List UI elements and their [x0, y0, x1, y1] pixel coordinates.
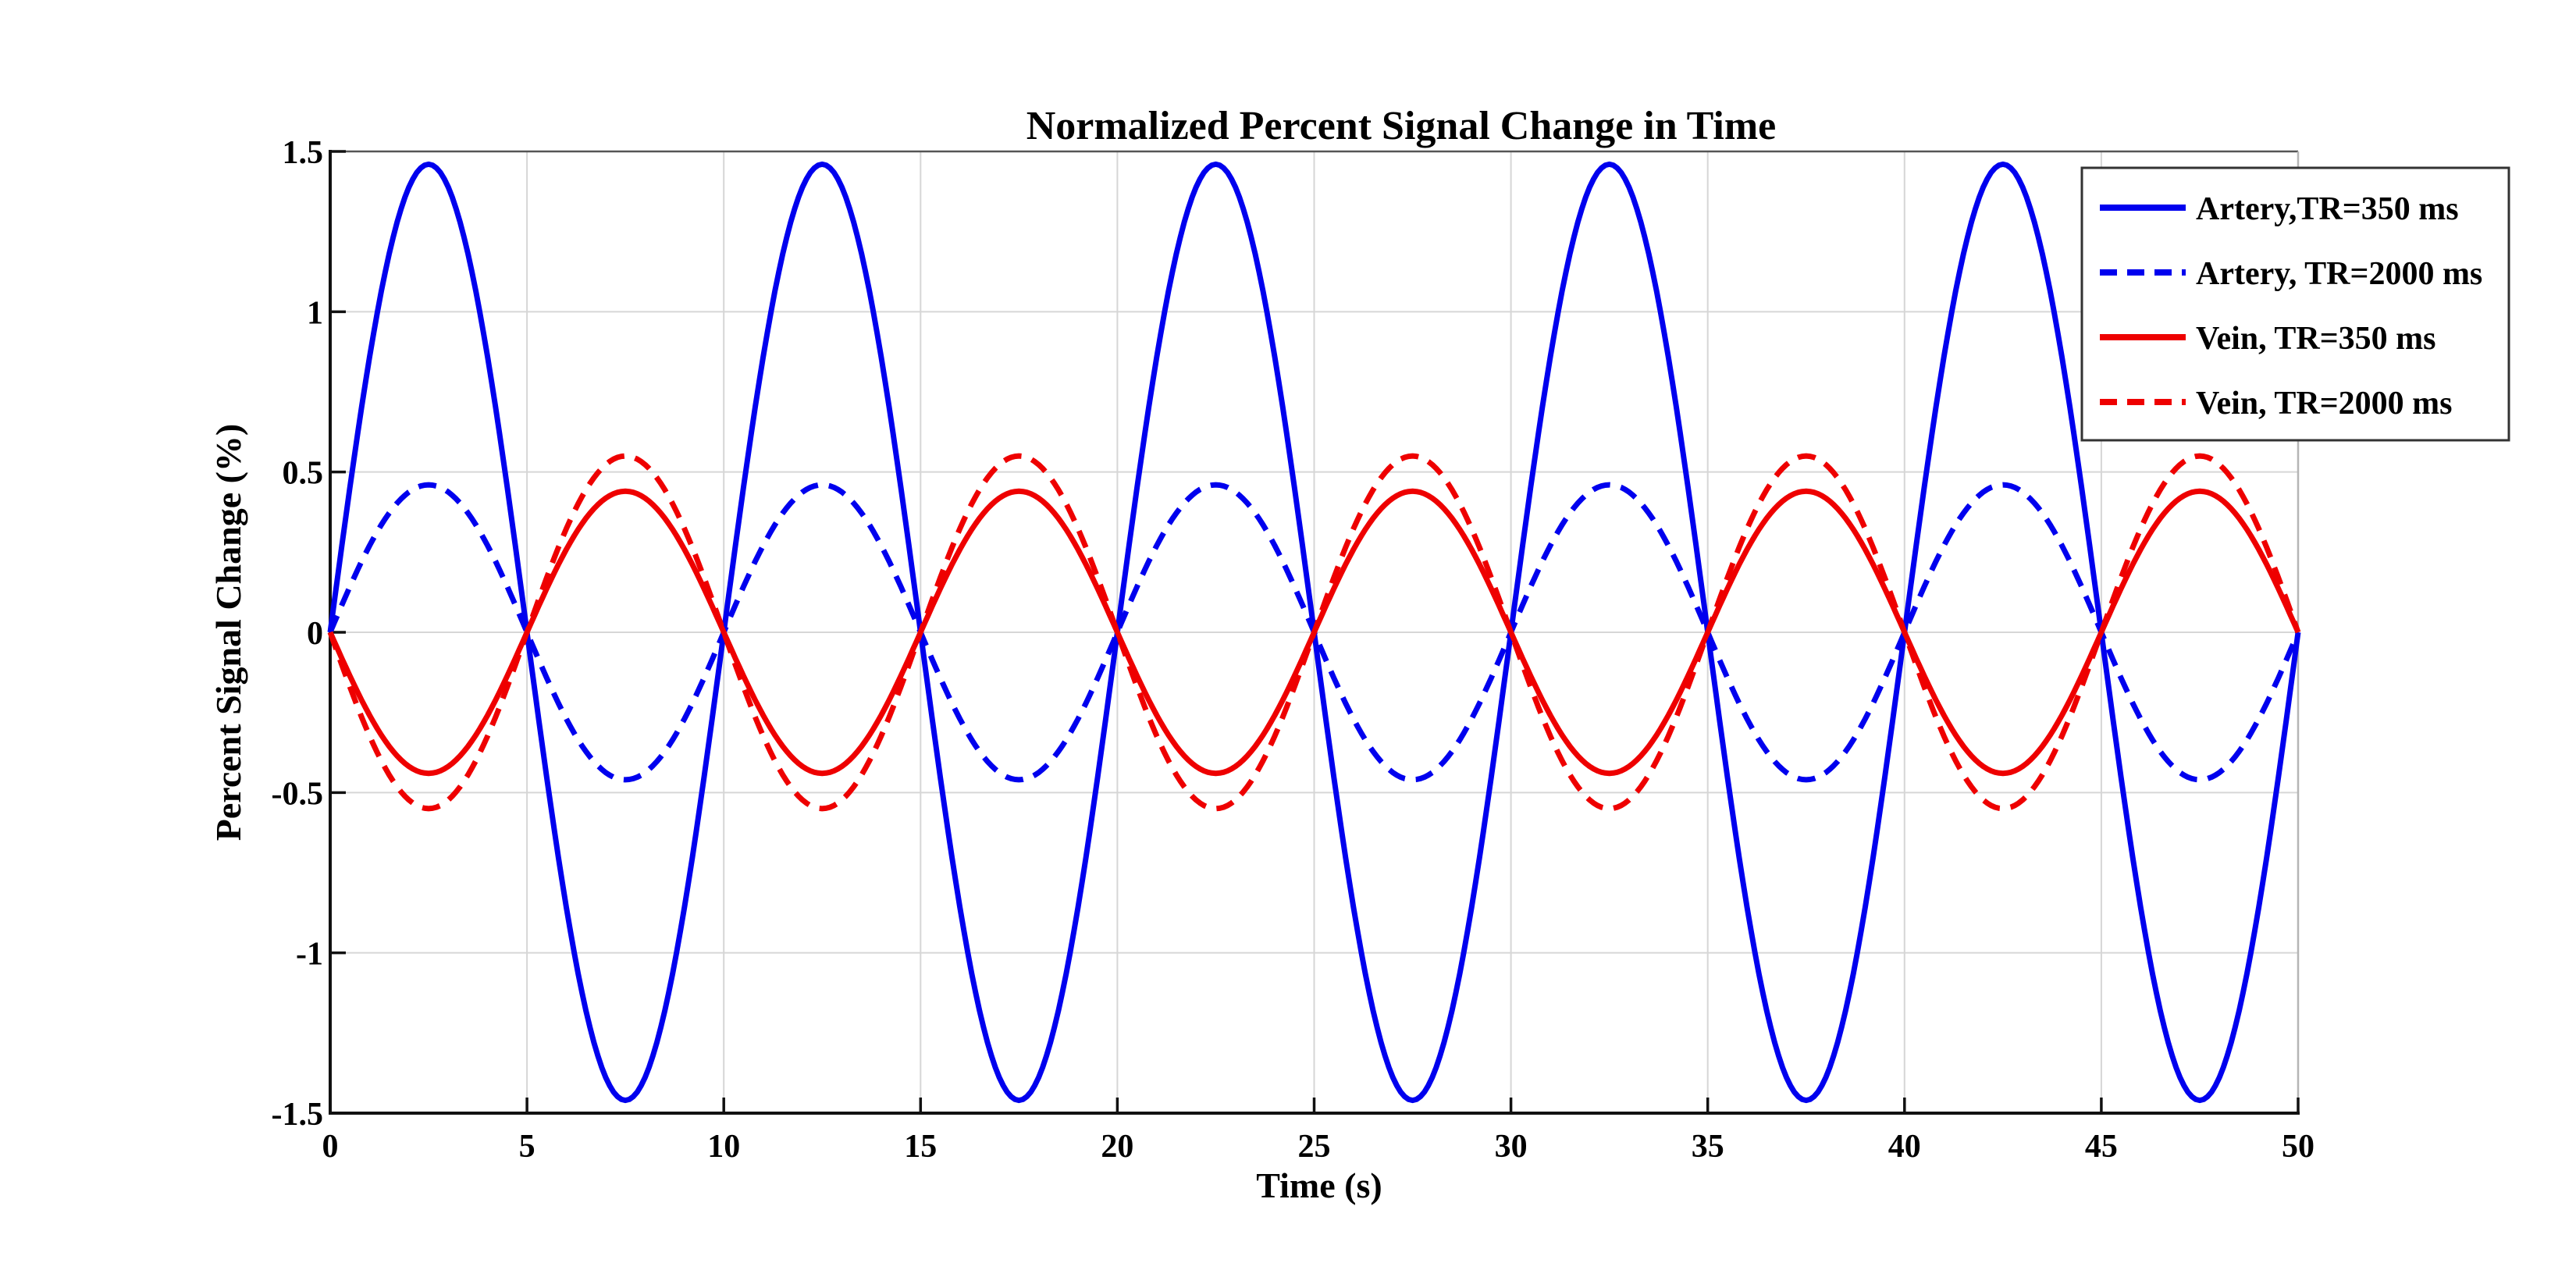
y-tick-label: -1.5: [272, 1097, 324, 1133]
x-tick-label: 50: [2282, 1129, 2314, 1165]
y-tick-label: 1.5: [283, 135, 324, 171]
legend-entries: Artery,TR=350 ms Artery, TR=2000 ms Vein, …: [2100, 191, 2482, 422]
legend-box: [2080, 166, 2510, 442]
legend-entry: Artery,TR=350 ms: [2100, 191, 2459, 227]
x-tick-label: 25: [1298, 1129, 1331, 1165]
x-tick-label: 10: [707, 1129, 740, 1165]
x-tick-label: 15: [904, 1129, 937, 1165]
x-tick-labels: 0 5 10 15 20 25 30 35 40 45 50: [322, 1129, 2315, 1165]
x-tick-label: 0: [322, 1129, 339, 1165]
y-tick-label: 1: [307, 295, 323, 331]
y-axis-label: Percent Signal Change (%): [208, 424, 248, 841]
legend-entry-label: Artery,TR=350 ms: [2196, 191, 2459, 227]
y-tick-label: -0.5: [272, 776, 324, 812]
y-tick-label: 0: [307, 616, 323, 652]
chart-title: Normalized Percent Signal Change in Time: [1026, 104, 1777, 148]
legend: Artery,TR=350 ms Artery, TR=2000 ms Vein, …: [2080, 166, 2510, 442]
y-tick-label: -1: [296, 937, 323, 973]
x-tick-label: 40: [1888, 1129, 1921, 1165]
x-tick-label: 45: [2085, 1129, 2118, 1165]
curve-series-3: [327, 453, 2301, 812]
legend-entry-label: Vein, TR=350 ms: [2196, 321, 2436, 357]
axis-ticks: [329, 150, 2300, 1115]
x-tick-label: 35: [1692, 1129, 1724, 1165]
legend-entry: Vein, TR=2000 ms: [2100, 386, 2453, 422]
x-tick-label: 20: [1101, 1129, 1133, 1165]
legend-entry: Vein, TR=350 ms: [2100, 321, 2436, 357]
data-curves: [327, 161, 2301, 1104]
x-tick-label: 30: [1495, 1129, 1528, 1165]
y-tick-label: 0.5: [283, 456, 324, 492]
legend-entry: Artery, TR=2000 ms: [2100, 256, 2482, 292]
x-axis-label: Time (s): [1256, 1165, 1382, 1205]
y-tick-labels: 1.5 1 0.5 0 -0.5 -1 -1.5: [272, 135, 324, 1133]
legend-entry-label: Vein, TR=2000 ms: [2196, 386, 2453, 422]
legend-entry-label: Artery, TR=2000 ms: [2196, 256, 2482, 292]
x-tick-label: 5: [519, 1129, 535, 1165]
